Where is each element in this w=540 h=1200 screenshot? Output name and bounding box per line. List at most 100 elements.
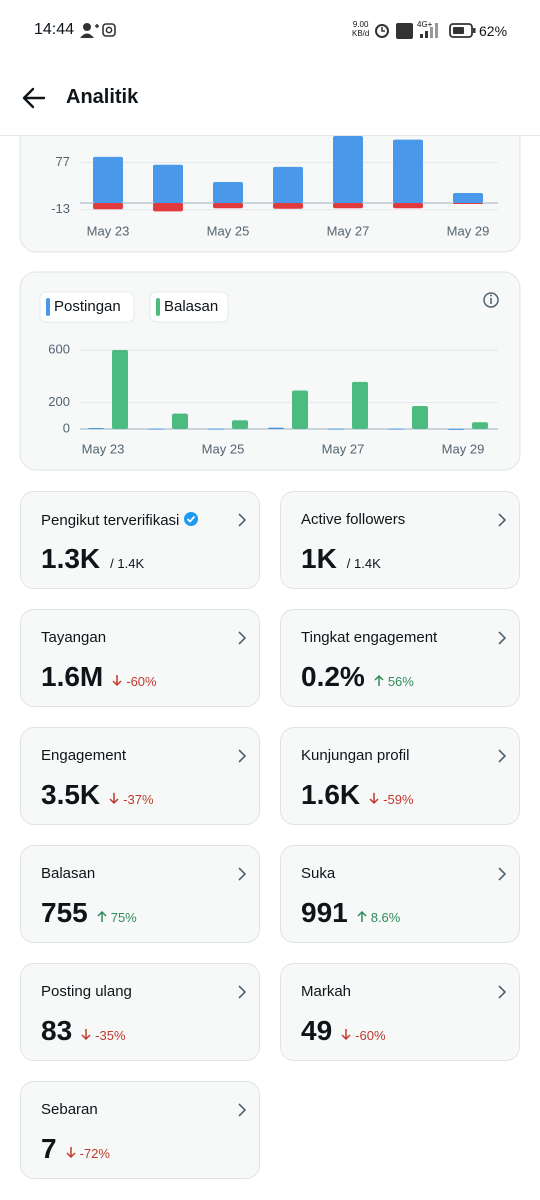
chevron [498, 749, 507, 763]
speed: 9.00 [352, 20, 369, 29]
change-arrow [112, 675, 122, 687]
change-arrow [374, 674, 384, 686]
change-value: 8.6% [370, 910, 401, 925]
back-button[interactable] [22, 87, 46, 109]
stat-change: 75% [96, 910, 137, 925]
battery-icon [449, 23, 476, 38]
signal-icons [375, 23, 438, 39]
x-tick-label: May 23 [87, 223, 130, 238]
y-tick-label: 600 [48, 341, 70, 356]
chevron [238, 513, 247, 527]
y-tick-label: 77 [56, 154, 70, 169]
chevron [498, 867, 507, 881]
stat-label: Sebaran [41, 1101, 98, 1118]
bar [232, 420, 248, 429]
chevron [498, 513, 507, 527]
legend-item[interactable] [149, 291, 229, 323]
chevron [238, 985, 247, 999]
stat-label: Suka [301, 865, 336, 882]
bar [93, 202, 123, 210]
stat-value: 991 8.6% [301, 897, 400, 929]
legend-item[interactable] [39, 291, 135, 323]
stat-card[interactable]: Pengikut terverifikasi 1.3K / 1.4K [20, 491, 260, 589]
stat-number: 1.3K [41, 543, 101, 574]
change-arrow [66, 1147, 76, 1159]
bar [208, 428, 224, 430]
stat-label: Balasan [41, 865, 96, 882]
verified-badge [184, 512, 199, 526]
legend-swatch [46, 298, 50, 316]
legend-swatch [156, 298, 160, 316]
bar [153, 202, 183, 212]
change-value: 56% [387, 674, 414, 689]
stat-value: 1.6M -60% [41, 661, 157, 693]
x-tick-label: May 29 [447, 223, 490, 238]
stat-label: Posting ulang [41, 983, 132, 1000]
stat-number: 1K [301, 543, 337, 574]
stat-change: -60% [111, 674, 157, 689]
stat-number: 83 [41, 1015, 73, 1046]
chevron [238, 1103, 247, 1117]
x-tick-label: May 25 [202, 441, 245, 456]
network: 4G+ [417, 20, 433, 29]
stat-change: -60% [340, 1028, 386, 1043]
bar [393, 139, 423, 203]
change-arrow [97, 910, 107, 922]
stat-card[interactable]: Tayangan 1.6M -60% [20, 609, 260, 707]
change-arrow [369, 793, 379, 805]
stat-card[interactable]: Balasan 755 75% [20, 845, 260, 943]
change-arrow [341, 1029, 351, 1041]
bar [453, 193, 483, 203]
legend-label: Postingan [54, 298, 121, 315]
y-tick-label: 0 [63, 420, 70, 435]
change-value: -59% [383, 792, 414, 807]
bar [172, 413, 188, 429]
x-tick-label: May 29 [442, 441, 485, 456]
stat-card[interactable]: Sebaran 7 -72% [20, 1081, 260, 1179]
stat-number: 991 [301, 897, 348, 928]
stat-number: 755 [41, 897, 88, 928]
stat-total: / 1.4K [110, 556, 145, 571]
stat-value: 49 -60% [301, 1015, 386, 1047]
x-tick-label: May 25 [207, 223, 250, 238]
stat-label: Tingkat engagement [301, 629, 438, 646]
bar [453, 202, 483, 204]
stat-card[interactable]: Engagement 3.5K -37% [20, 727, 260, 825]
stat-card[interactable]: Active followers 1K / 1.4K [280, 491, 520, 589]
stat-value: 83 -35% [41, 1015, 126, 1047]
stat-card[interactable]: Posting ulang 83 -35% [20, 963, 260, 1061]
bar [388, 428, 404, 430]
change-arrow [109, 793, 119, 805]
stat-number: 1.6M [41, 661, 104, 692]
y-tick-label: -13 [51, 201, 70, 216]
page-title: Analitik [66, 86, 139, 108]
change-value: -60% [126, 674, 157, 689]
stat-number: 7 [41, 1133, 57, 1164]
stat-card[interactable]: Tingkat engagement 0.2% 56% [280, 609, 520, 707]
chevron [498, 985, 507, 999]
stat-card[interactable]: Markah 49 -60% [280, 963, 520, 1061]
stat-change: 8.6% [356, 910, 401, 925]
stat-number: 49 [301, 1015, 333, 1046]
info-icon[interactable] [483, 292, 499, 308]
stat-change: -59% [368, 792, 414, 807]
bar [93, 156, 123, 203]
stat-number: 3.5K [41, 779, 101, 810]
x-tick-label: May 27 [322, 441, 365, 456]
y-tick-label: 200 [48, 394, 70, 409]
bar [448, 428, 464, 430]
bar [213, 202, 243, 209]
time: 14:44 [34, 21, 75, 38]
chevron [498, 631, 507, 645]
bar [213, 182, 243, 203]
stat-label: Markah [301, 983, 352, 1000]
stat-card[interactable]: Suka 991 8.6% [280, 845, 520, 943]
chevron [238, 631, 247, 645]
stat-value: 0.2% 56% [301, 661, 414, 693]
bar [333, 202, 363, 209]
status-bar: 14:44 9.00 KB/d 4G+ 62% [0, 0, 540, 62]
stat-value: 1.6K -59% [301, 779, 414, 811]
change-value: -72% [79, 1146, 110, 1161]
stat-card[interactable]: Kunjungan profil 1.6K -59% [280, 727, 520, 825]
